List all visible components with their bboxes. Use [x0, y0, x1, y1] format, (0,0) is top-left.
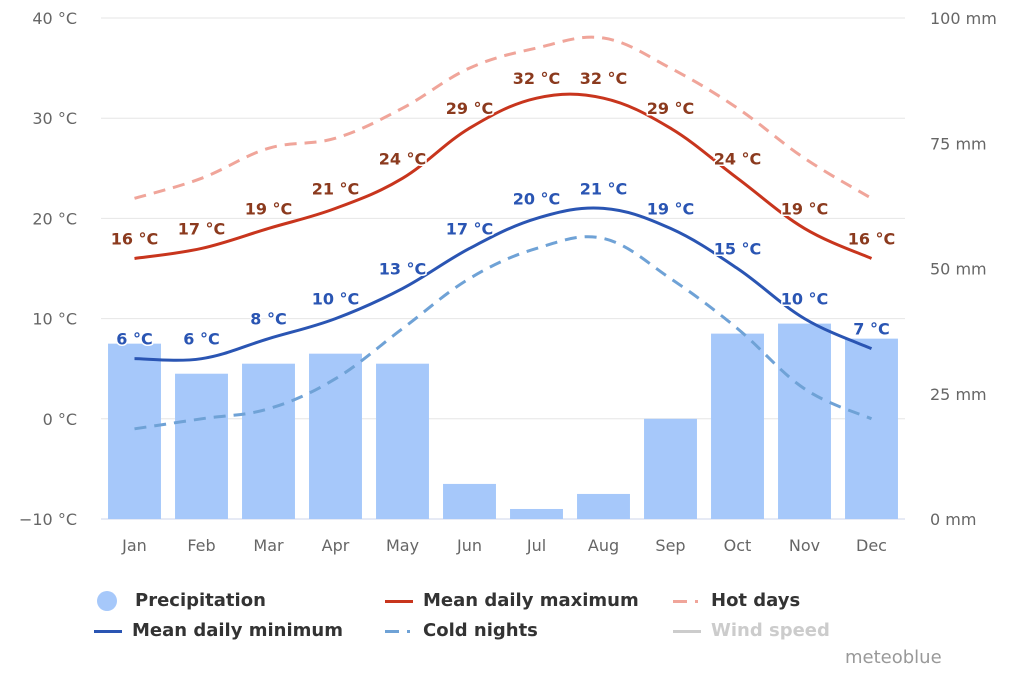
y-right-tick-label: 100 mm — [930, 9, 997, 28]
legend-item-precipitation[interactable]: Precipitation — [97, 590, 266, 611]
legend-item-hot-days[interactable]: Hot days — [673, 590, 800, 611]
hot-days-line — [134, 35, 873, 200]
precipitation-bar — [309, 353, 362, 519]
data-label: 10 °C — [781, 290, 829, 309]
data-label: 8 °C — [250, 310, 286, 329]
precipitation-bar — [577, 493, 630, 519]
precipitation-bar — [108, 343, 161, 519]
x-tick-label: Apr — [322, 536, 350, 555]
series-lines — [134, 35, 873, 431]
y-right-tick-label: 75 mm — [930, 134, 987, 153]
precipitation-bar — [510, 508, 563, 519]
precipitation-bar — [376, 363, 429, 519]
legend-label: Hot days — [711, 590, 801, 611]
data-label: 29 °C — [446, 99, 494, 118]
data-label: 19 °C — [245, 199, 293, 218]
data-label: 16 °C — [848, 229, 896, 248]
data-label: 13 °C — [379, 260, 427, 279]
x-tick-label: Jul — [526, 536, 546, 555]
precipitation-bar — [175, 373, 228, 519]
y-right-tick-label: 0 mm — [930, 510, 976, 529]
legend-label: Mean daily minimum — [132, 620, 343, 641]
y-left-tick-label: −10 °C — [19, 510, 77, 529]
x-tick-label: Dec — [856, 536, 887, 555]
precipitation-bar — [845, 338, 898, 519]
data-label: 20 °C — [513, 189, 561, 208]
x-tick-label: Jan — [121, 536, 147, 555]
legend-label: Cold nights — [423, 620, 538, 641]
x-tick-label: Feb — [187, 536, 215, 555]
y-right-tick-label: 25 mm — [930, 385, 987, 404]
mean-daily-minimum-line — [134, 206, 873, 362]
x-tick-label: May — [386, 536, 419, 555]
data-label: 10 °C — [312, 290, 360, 309]
precipitation-bar — [711, 333, 764, 519]
legend-item-mean-daily-maximum[interactable]: Mean daily maximum — [385, 590, 639, 611]
data-label: 6 °C — [183, 330, 219, 349]
line-icon — [385, 594, 415, 608]
credit-meteoblue[interactable]: meteoblue — [845, 647, 942, 668]
data-label: 32 °C — [513, 69, 561, 88]
precipitation-bar — [242, 363, 295, 519]
data-label: 16 °C — [111, 229, 159, 248]
data-label: 21 °C — [312, 179, 360, 198]
data-label: 32 °C — [580, 69, 628, 88]
data-label: 19 °C — [781, 199, 829, 218]
y-left-tick-label: 10 °C — [32, 310, 77, 329]
grid-lines — [101, 17, 905, 520]
y-right-tick-label: 50 mm — [930, 260, 987, 279]
precipitation-bar — [778, 323, 831, 519]
data-label: 29 °C — [647, 99, 695, 118]
precipitation-bars — [108, 323, 898, 519]
data-labels: 16 °C 17 °C 19 °C 21 °C 24 °C 29 °C 32 °C 32 °C… — [109, 68, 897, 351]
data-label: 19 °C — [647, 199, 695, 218]
legend-label: Precipitation — [135, 590, 266, 611]
legend-label: Wind speed — [711, 620, 830, 641]
y-left-tick-label: 20 °C — [32, 209, 77, 228]
y-left-tick-label: 0 °C — [43, 410, 77, 429]
legend-label: Mean daily maximum — [423, 590, 639, 611]
x-tick-label: Jun — [456, 536, 482, 555]
y-left-tick-label: 30 °C — [32, 109, 77, 128]
data-label: 24 °C — [379, 149, 427, 168]
axes: −10 °C 0 °C 10 °C 20 °C 30 °C 40 °C 0 mm 25 mm 5… — [19, 9, 997, 555]
precipitation-bar — [644, 418, 697, 519]
x-tick-label: Sep — [655, 536, 685, 555]
data-label: 7 °C — [853, 320, 889, 339]
legend-item-mean-daily-minimum[interactable]: Mean daily minimum — [94, 620, 343, 641]
circle-icon — [97, 590, 127, 611]
precipitation-bar — [443, 483, 496, 519]
data-label: 17 °C — [178, 219, 226, 238]
data-label: 24 °C — [714, 149, 762, 168]
x-tick-label: Nov — [789, 536, 820, 555]
line-icon — [94, 624, 124, 638]
legend-item-cold-nights[interactable]: Cold nights — [385, 620, 538, 641]
y-left-tick-label: 40 °C — [32, 9, 77, 28]
data-label: 15 °C — [714, 240, 762, 259]
line-icon — [673, 624, 703, 638]
data-label: 17 °C — [446, 219, 494, 238]
x-tick-label: Mar — [253, 536, 284, 555]
dash-dot-icon — [385, 624, 415, 638]
x-tick-label: Aug — [588, 536, 619, 555]
mean-daily-maximum-line — [134, 92, 873, 260]
dash-dot-icon — [673, 594, 703, 608]
data-label: 21 °C — [580, 179, 628, 198]
data-label: 6 °C — [116, 330, 152, 349]
legend-item-wind-speed[interactable]: Wind speed — [673, 620, 830, 641]
x-tick-label: Oct — [724, 536, 752, 555]
